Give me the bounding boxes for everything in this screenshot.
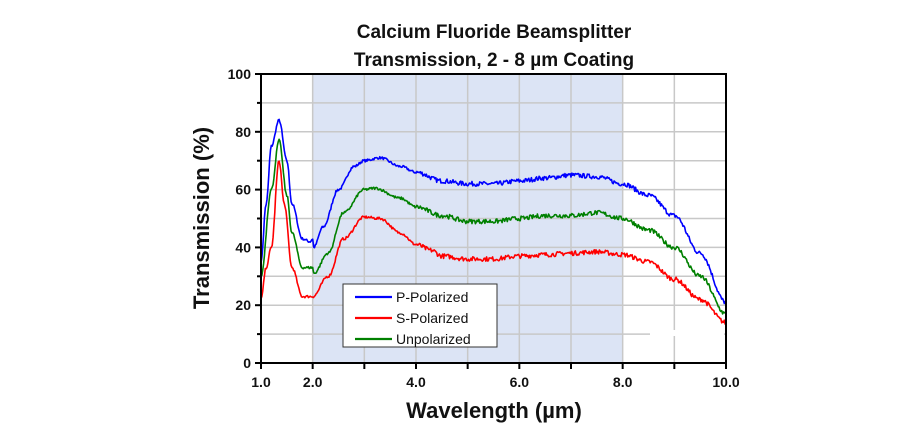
x-tick-label: 8.0 <box>613 374 633 390</box>
series-line-unpolarized <box>260 138 727 315</box>
chart-title-line-1: Calcium Fluoride Beamsplitter <box>357 22 632 43</box>
x-tick-label: 10.0 <box>712 374 739 390</box>
x-tick-label: 2.0 <box>303 374 323 390</box>
series-line-s-polarized <box>260 160 727 325</box>
plot-blemish <box>650 330 724 336</box>
y-tick-label: 60 <box>235 182 251 198</box>
y-tick-label: 100 <box>228 66 252 82</box>
legend-box <box>342 283 498 348</box>
y-axis-label: Transmission (%) <box>189 127 214 309</box>
legend-label: P-Polarized <box>396 289 468 305</box>
chart-title-line-2: Transmission, 2 - 8 µm Coating <box>354 50 634 71</box>
x-tick-label: 1.0 <box>251 374 271 390</box>
x-axis-label: Wavelength (µm) <box>406 398 582 423</box>
legend-label: S-Polarized <box>396 310 468 326</box>
y-tick-label: 40 <box>235 239 251 255</box>
y-tick-label: 80 <box>235 124 251 140</box>
y-tick-label: 20 <box>235 297 251 313</box>
x-tick-label: 4.0 <box>406 374 426 390</box>
series-line-p-polarized <box>260 118 727 305</box>
legend: P-Polarized S-Polarized Unpolarized <box>342 283 498 348</box>
legend-label: Unpolarized <box>396 331 471 347</box>
y-tick-label: 0 <box>243 355 251 371</box>
x-tick-label: 6.0 <box>510 374 530 390</box>
